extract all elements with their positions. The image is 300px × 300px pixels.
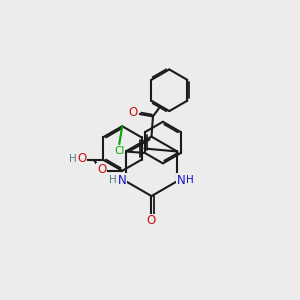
Text: O: O — [147, 214, 156, 227]
Text: O: O — [97, 164, 106, 176]
Text: O: O — [77, 152, 86, 165]
Text: H: H — [109, 175, 116, 185]
Text: O: O — [129, 106, 138, 119]
Text: N: N — [118, 173, 126, 187]
Text: Cl: Cl — [114, 146, 124, 156]
Text: N: N — [177, 173, 185, 187]
Text: H: H — [69, 154, 77, 164]
Text: H: H — [186, 175, 194, 185]
